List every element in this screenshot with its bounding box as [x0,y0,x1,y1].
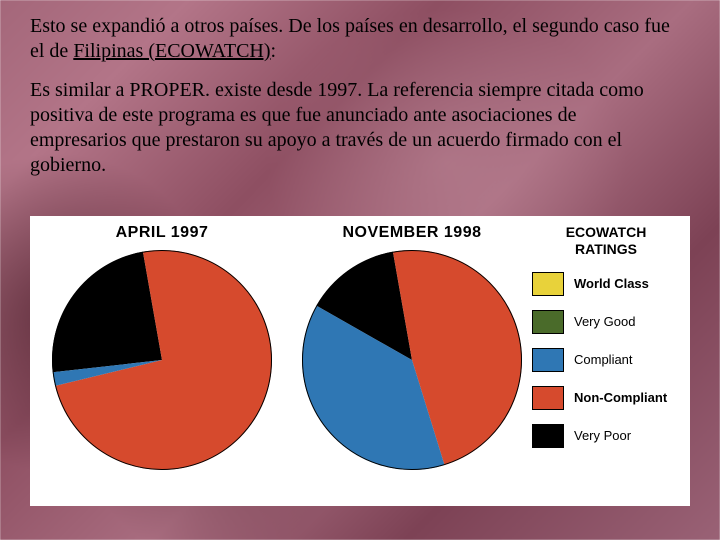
pie-1: NOVEMBER 1998 [292,216,532,496]
pie-title-0: APRIL 1997 [42,224,282,242]
pie-svg-1 [302,250,522,470]
chart-panel: APRIL 1997 NOVEMBER 1998 ECOWATCH RATINGS… [30,216,690,506]
legend: ECOWATCH RATINGS World Class Very Good Com… [532,224,680,462]
body-text: Esto se expandió a otros países. De los … [30,14,670,178]
legend-item-compliant: Compliant [532,348,680,372]
legend-label-compliant: Compliant [574,352,633,367]
paragraph-2: Es similar a PROPER. existe desde 1997. … [30,78,670,178]
legend-item-world_class: World Class [532,272,680,296]
legend-items: World Class Very Good Compliant Non-Complia… [532,272,680,448]
pie-svg-0 [52,250,272,470]
legend-title-line1: ECOWATCH [566,224,647,240]
legend-swatch-world_class [532,272,564,296]
para1-post: : [271,40,277,62]
legend-title: ECOWATCH RATINGS [532,224,680,258]
legend-label-non_compliant: Non-Compliant [574,390,667,405]
pie-0-slice-very_poor [52,252,162,373]
legend-item-very_poor: Very Poor [532,424,680,448]
paragraph-1: Esto se expandió a otros países. De los … [30,14,670,64]
legend-item-very_good: Very Good [532,310,680,334]
legend-swatch-non_compliant [532,386,564,410]
legend-item-non_compliant: Non-Compliant [532,386,680,410]
legend-swatch-very_good [532,310,564,334]
pie-0: APRIL 1997 [42,216,282,496]
legend-title-line2: RATINGS [575,241,637,257]
legend-label-very_good: Very Good [574,314,635,329]
legend-label-world_class: World Class [574,276,649,291]
legend-swatch-compliant [532,348,564,372]
pie-title-1: NOVEMBER 1998 [292,224,532,242]
para1-link: Filipinas (ECOWATCH) [73,40,270,62]
legend-swatch-very_poor [532,424,564,448]
legend-label-very_poor: Very Poor [574,428,631,443]
